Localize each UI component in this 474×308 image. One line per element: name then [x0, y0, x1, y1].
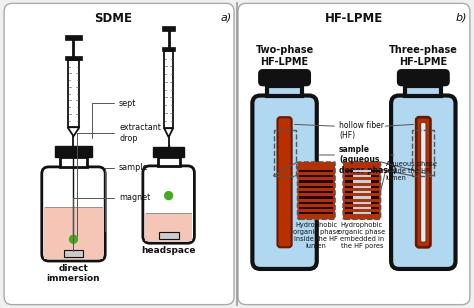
FancyBboxPatch shape	[42, 167, 105, 261]
Bar	[353, 191, 371, 193]
Bar	[153, 147, 184, 157]
Text: b): b)	[456, 12, 467, 22]
FancyBboxPatch shape	[252, 95, 317, 269]
Bar	[353, 207, 371, 209]
Bar	[164, 51, 173, 128]
FancyBboxPatch shape	[143, 166, 194, 243]
Bar	[405, 86, 441, 95]
Bar	[345, 175, 379, 177]
Bar	[300, 212, 333, 214]
Text: SDME: SDME	[94, 12, 132, 25]
Bar	[412, 130, 434, 176]
Text: sept: sept	[92, 99, 137, 138]
Bar	[267, 86, 302, 95]
Bar	[353, 212, 371, 214]
Bar	[158, 157, 180, 166]
Bar	[353, 201, 371, 204]
Bar	[345, 180, 379, 183]
Text: sample: sample	[105, 163, 148, 231]
Text: sample
(aqueous
donor phase): sample (aqueous donor phase)	[339, 145, 397, 175]
Bar	[345, 201, 379, 204]
Bar	[345, 212, 379, 214]
Circle shape	[70, 235, 77, 243]
Text: a): a)	[221, 12, 232, 22]
Bar	[353, 196, 371, 199]
FancyBboxPatch shape	[420, 122, 426, 242]
Bar	[55, 146, 92, 157]
Text: headspace: headspace	[141, 246, 196, 255]
Bar	[64, 56, 82, 60]
Bar	[345, 186, 379, 188]
Text: hollow fiber
(HF): hollow fiber (HF)	[339, 120, 384, 140]
Bar	[300, 201, 333, 204]
Bar	[345, 191, 379, 193]
Bar	[300, 196, 333, 199]
Polygon shape	[164, 128, 173, 137]
Text: Hydrophobic
organic phase
inside the HF
lumen: Hydrophobic organic phase inside the HF …	[292, 222, 340, 249]
Bar	[300, 180, 333, 183]
Bar	[162, 26, 175, 31]
Bar	[345, 207, 379, 209]
Bar	[300, 186, 333, 188]
FancyBboxPatch shape	[277, 117, 292, 247]
FancyBboxPatch shape	[391, 95, 456, 269]
Text: direct
immersion: direct immersion	[46, 264, 100, 283]
Bar	[353, 180, 371, 183]
FancyBboxPatch shape	[416, 117, 430, 247]
Bar	[300, 207, 333, 209]
FancyBboxPatch shape	[259, 70, 310, 86]
Bar	[345, 196, 379, 199]
Bar	[345, 170, 379, 172]
Bar	[64, 250, 83, 257]
Bar	[162, 47, 175, 51]
Bar	[44, 207, 103, 259]
FancyBboxPatch shape	[298, 162, 335, 219]
Text: Aqueous phase
inside the HF
lumen: Aqueous phase inside the HF lumen	[386, 161, 437, 181]
Text: Two-phase
HF-LPME: Two-phase HF-LPME	[255, 45, 314, 67]
Text: Hydrophobic
organic phase
embedded in
the HF pores: Hydrophobic organic phase embedded in th…	[338, 222, 385, 249]
Bar	[353, 186, 371, 188]
Text: magnet: magnet	[73, 193, 150, 251]
Text: extractant
drop: extractant drop	[77, 124, 161, 237]
Bar	[300, 191, 333, 193]
Circle shape	[164, 192, 173, 200]
FancyBboxPatch shape	[4, 3, 234, 305]
Bar	[60, 157, 87, 167]
Bar	[159, 232, 179, 239]
Bar	[145, 213, 192, 241]
Text: Three-phase
HF-LPME: Three-phase HF-LPME	[389, 45, 458, 67]
Bar	[67, 60, 80, 127]
FancyBboxPatch shape	[398, 70, 449, 86]
Bar	[353, 170, 371, 172]
FancyBboxPatch shape	[343, 162, 381, 219]
Bar	[300, 175, 333, 177]
FancyBboxPatch shape	[238, 3, 470, 305]
Bar	[300, 170, 333, 172]
Bar	[64, 35, 82, 40]
Bar	[353, 175, 371, 177]
Text: HF-LPME: HF-LPME	[325, 12, 383, 25]
Bar	[273, 130, 296, 176]
Polygon shape	[67, 127, 80, 136]
